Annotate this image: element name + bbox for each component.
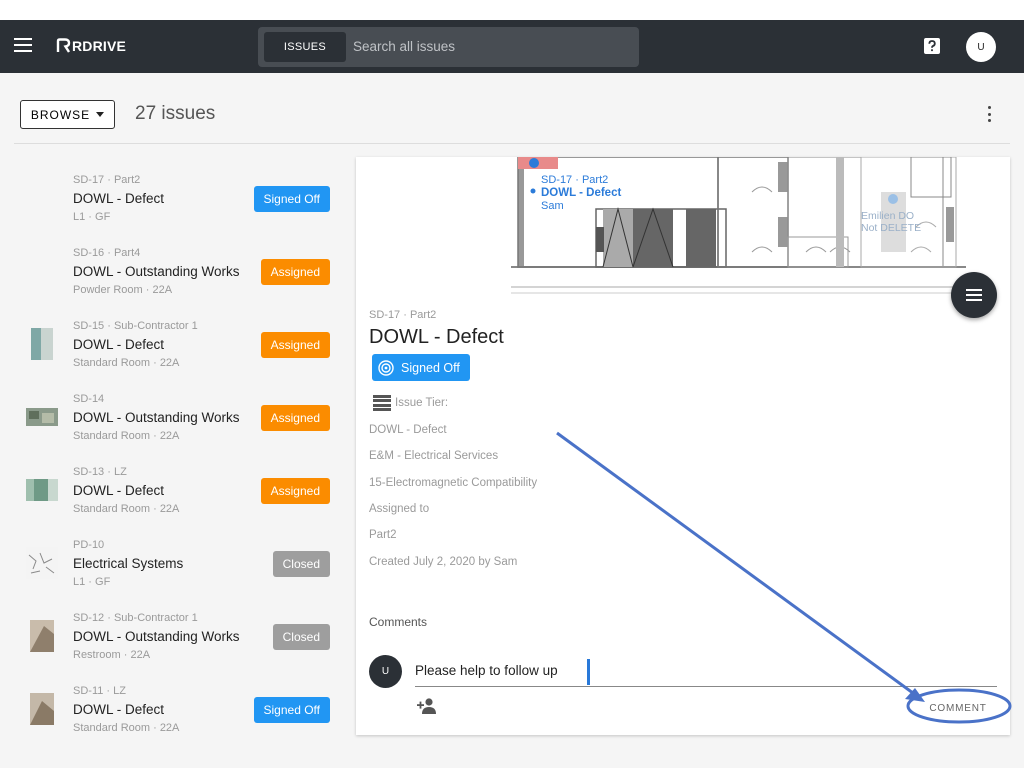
issue-location: L1 · GF [73, 576, 111, 588]
add-person-icon[interactable] [416, 697, 438, 715]
issue-title: DOWL - Defect [73, 191, 165, 206]
status-badge: Closed [272, 624, 330, 650]
plan-room-label: Emilien DO [861, 210, 914, 222]
issue-meta: SD-14 [73, 393, 105, 405]
detail-meta: SD-17 · Part2 [369, 309, 437, 321]
plan-room-label: Not DELETE [861, 222, 921, 234]
issue-title: DOWL - Defect [73, 702, 165, 717]
issue-location: Standard Room · 22A [73, 503, 180, 515]
detail-line: Created July 2, 2020 by Sam [369, 556, 518, 568]
issue-count: 27 issues [135, 103, 216, 124]
browse-label: BROWSE [30, 107, 91, 122]
logo-mark-icon [56, 38, 71, 53]
detail-line: Part2 [369, 529, 397, 541]
main-content: BROWSE 27 issues SD-17 · Part2 DOWL - De… [0, 73, 1024, 768]
menu-icon[interactable] [14, 38, 32, 52]
issue-title: Electrical Systems [73, 556, 184, 571]
list-item[interactable]: SD-17 · Part2 DOWL - Defect L1 · GF Sign… [14, 157, 344, 229]
issue-location: L1 · GF [73, 211, 111, 223]
list-item[interactable]: SD-13 · LZ DOWL - Defect Standard Room ·… [14, 449, 344, 521]
status-badge: Assigned [260, 405, 330, 431]
search-scope-issues-button[interactable]: ISSUES [264, 32, 346, 62]
issue-meta: SD-11 · LZ [73, 685, 126, 697]
status-badge: Assigned [260, 332, 330, 358]
issue-meta: SD-15 · Sub-Contractor 1 [73, 320, 198, 332]
issue-detail-panel: SD-17 · Part2 DOWL - Defect Sam Emilien … [356, 157, 1010, 735]
issue-thumbnail [26, 408, 58, 426]
more-vertical-icon[interactable] [986, 106, 992, 122]
issue-list: SD-17 · Part2 DOWL - Defect L1 · GF Sign… [14, 157, 344, 757]
app-bar: RDRIVE ISSUES Search all issues U [0, 20, 1024, 73]
comment-input[interactable]: Please help to follow up [415, 655, 997, 687]
plan-pin-meta: SD-17 · Part2 [541, 174, 608, 186]
status-badge: Assigned [260, 478, 330, 504]
issue-thumbnail [30, 620, 54, 652]
divider [14, 143, 1010, 144]
list-icon [373, 395, 391, 411]
list-item[interactable]: SD-11 · LZ DOWL - Defect Standard Room ·… [14, 668, 344, 740]
issue-title: DOWL - Outstanding Works [73, 410, 240, 425]
detail-line: Assigned to [369, 503, 430, 515]
status-badge: Signed Off [253, 697, 330, 723]
help-icon[interactable] [923, 37, 941, 55]
top-strip [0, 0, 1024, 20]
issue-thumbnail [31, 328, 53, 360]
status-badge: Signed Off [253, 186, 330, 212]
issue-thumbnail [26, 547, 58, 579]
plan-pin-author: Sam [541, 200, 564, 212]
list-item[interactable]: SD-16 · Part4 DOWL - Outstanding Works P… [14, 230, 344, 302]
signed-off-icon [378, 359, 394, 376]
issue-meta: SD-13 · LZ [73, 466, 127, 478]
issue-thumbnail [30, 693, 54, 725]
floor-plan[interactable]: SD-17 · Part2 DOWL - Defect Sam Emilien … [506, 157, 1010, 297]
comments-heading: Comments [369, 615, 428, 629]
issue-location: Standard Room · 22A [73, 357, 180, 369]
detail-line: E&M - Electrical Services [369, 450, 499, 462]
issue-location: Powder Room · 22A [73, 284, 173, 296]
issue-location: Standard Room · 22A [73, 430, 180, 442]
issue-tier-label: Issue Tier: [395, 397, 449, 409]
app-logo[interactable]: RDRIVE [56, 35, 126, 57]
list-item[interactable]: SD-12 · Sub-Contractor 1 DOWL - Outstand… [14, 595, 344, 667]
list-item[interactable]: SD-14 DOWL - Outstanding Works Standard … [14, 376, 344, 448]
status-badge: Assigned [260, 259, 330, 285]
status-label: Signed Off [401, 360, 460, 375]
detail-line: 15-Electromagnetic Compatibility [369, 477, 538, 489]
issue-location: Standard Room · 22A [73, 722, 180, 734]
logo-text: RDRIVE [72, 38, 127, 54]
issue-title: DOWL - Outstanding Works [73, 264, 240, 279]
issue-thumbnail [26, 479, 58, 501]
floor-plan-drawing: SD-17 · Part2 DOWL - Defect Sam Emilien … [506, 157, 1010, 297]
issue-meta: SD-12 · Sub-Contractor 1 [73, 612, 198, 624]
issue-meta: PD-10 [73, 539, 105, 551]
search-bar[interactable]: ISSUES Search all issues [258, 27, 639, 67]
issue-location: Restroom · 22A [73, 649, 151, 661]
list-item[interactable]: PD-10 Electrical Systems L1 · GF Closed [14, 522, 344, 594]
issue-title: DOWL - Defect [73, 337, 165, 352]
browse-button[interactable]: BROWSE [20, 100, 115, 129]
plan-pin-title: DOWL - Defect [541, 187, 621, 199]
actions-menu-button[interactable] [951, 272, 997, 318]
status-badge[interactable]: Signed Off [372, 354, 470, 381]
caret-down-icon [96, 112, 105, 117]
page-title: DOWL - Defect [369, 326, 504, 348]
issue-meta: SD-16 · Part4 [73, 247, 141, 259]
detail-line: DOWL - Defect [369, 424, 447, 436]
text-cursor [587, 659, 590, 685]
status-badge: Closed [272, 551, 330, 577]
issue-title: DOWL - Defect [73, 483, 165, 498]
search-input[interactable]: Search all issues [353, 39, 456, 54]
issue-title: DOWL - Outstanding Works [73, 629, 240, 644]
issue-meta: SD-17 · Part2 [73, 174, 141, 186]
list-item[interactable]: SD-15 · Sub-Contractor 1 DOWL - Defect S… [14, 303, 344, 375]
user-avatar[interactable]: U [966, 32, 996, 62]
avatar: U [369, 655, 402, 688]
comment-button[interactable]: COMMENT [919, 696, 997, 720]
